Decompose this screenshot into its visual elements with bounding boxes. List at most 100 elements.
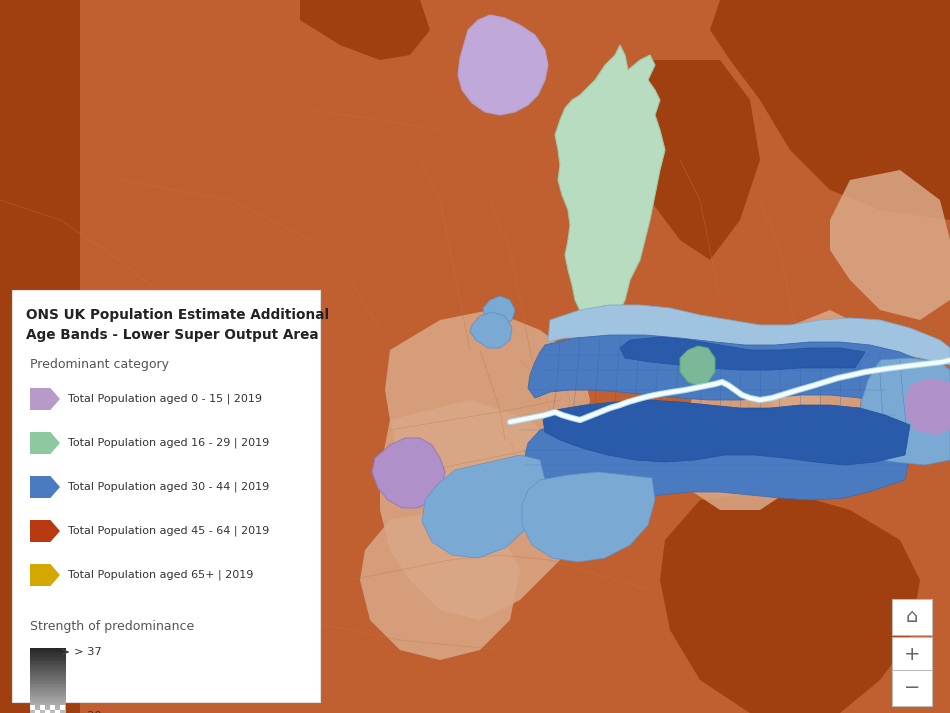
Bar (30, 679, 66, 682)
Bar (30, 655, 66, 657)
Text: < 20: < 20 (74, 711, 102, 713)
Polygon shape (422, 455, 545, 558)
Bar (30, 658, 66, 660)
Text: Strength of predominance: Strength of predominance (30, 620, 194, 633)
Bar (30, 665, 66, 667)
Polygon shape (30, 520, 60, 542)
Polygon shape (30, 476, 60, 498)
Bar (30, 674, 66, 677)
Polygon shape (830, 170, 950, 320)
Bar (30, 710, 66, 712)
Polygon shape (0, 0, 80, 713)
Text: Total Population aged 65+ | 2019: Total Population aged 65+ | 2019 (68, 570, 254, 580)
Bar (30, 697, 66, 699)
Text: −: − (903, 679, 921, 697)
Text: Age Bands - Lower Super Output Area: Age Bands - Lower Super Output Area (26, 328, 318, 342)
Bar (50, 705, 55, 710)
Bar (30, 661, 66, 663)
Polygon shape (710, 0, 950, 220)
Bar (30, 709, 66, 711)
Bar (55, 710, 60, 713)
Text: Predominant category: Predominant category (30, 358, 169, 371)
Polygon shape (525, 412, 910, 500)
Bar (30, 703, 66, 705)
Polygon shape (30, 388, 60, 410)
Bar (30, 694, 66, 697)
Bar (45, 710, 50, 713)
Bar (30, 704, 66, 707)
Bar (30, 702, 66, 704)
Bar (30, 699, 66, 701)
Polygon shape (555, 45, 665, 330)
Polygon shape (360, 510, 520, 660)
Bar (30, 689, 66, 692)
Polygon shape (548, 305, 950, 365)
Text: Total Population aged 16 - 29 | 2019: Total Population aged 16 - 29 | 2019 (68, 438, 269, 448)
Polygon shape (30, 564, 60, 586)
Polygon shape (660, 490, 920, 713)
Bar (30, 687, 66, 689)
Text: +: + (903, 645, 921, 665)
Bar (30, 668, 66, 671)
Bar (892, 599, 932, 635)
Bar (30, 685, 66, 688)
Bar (30, 671, 66, 674)
Polygon shape (620, 337, 865, 370)
Bar (892, 637, 932, 673)
Bar (60, 705, 65, 710)
Bar (30, 660, 66, 662)
Bar (30, 670, 66, 672)
Polygon shape (372, 438, 445, 508)
Polygon shape (765, 310, 890, 440)
Polygon shape (528, 335, 950, 415)
Bar (30, 654, 66, 656)
Bar (30, 695, 66, 698)
Bar (30, 657, 66, 659)
Polygon shape (380, 400, 580, 620)
Bar (30, 662, 66, 665)
Bar (30, 650, 66, 652)
Bar (30, 652, 66, 655)
Polygon shape (458, 15, 548, 115)
Text: Total Population aged 30 - 44 | 2019: Total Population aged 30 - 44 | 2019 (68, 482, 269, 492)
Bar (30, 691, 66, 694)
Polygon shape (522, 472, 655, 562)
Bar (30, 706, 66, 708)
Bar (30, 705, 35, 710)
Bar (892, 670, 932, 706)
Bar (40, 705, 45, 710)
Bar (12, 290, 320, 702)
Bar (30, 667, 66, 670)
Bar (30, 648, 66, 650)
Text: > 37: > 37 (74, 647, 102, 657)
Bar (30, 675, 66, 678)
Bar (30, 677, 66, 679)
Bar (30, 651, 66, 653)
Bar (30, 672, 66, 675)
Polygon shape (30, 432, 60, 454)
Text: Total Population aged 0 - 15 | 2019: Total Population aged 0 - 15 | 2019 (68, 394, 262, 404)
Bar (30, 688, 66, 691)
Bar (30, 682, 66, 685)
Polygon shape (858, 358, 950, 465)
Polygon shape (483, 296, 515, 327)
Text: Total Population aged 45 - 64 | 2019: Total Population aged 45 - 64 | 2019 (68, 525, 269, 536)
Polygon shape (680, 346, 715, 386)
Polygon shape (905, 378, 950, 435)
Polygon shape (543, 400, 910, 465)
Text: ⌂: ⌂ (905, 607, 919, 627)
Polygon shape (300, 0, 430, 60)
Bar (35, 710, 40, 713)
Bar (30, 678, 66, 681)
Polygon shape (470, 312, 512, 348)
Bar (30, 664, 66, 666)
Bar (30, 712, 66, 713)
Text: ONS UK Population Estimate Additional: ONS UK Population Estimate Additional (26, 308, 329, 322)
Polygon shape (680, 340, 820, 510)
Bar (30, 692, 66, 695)
Polygon shape (610, 60, 760, 260)
Bar (30, 681, 66, 684)
Polygon shape (385, 310, 590, 520)
Bar (30, 700, 66, 702)
Bar (30, 684, 66, 687)
